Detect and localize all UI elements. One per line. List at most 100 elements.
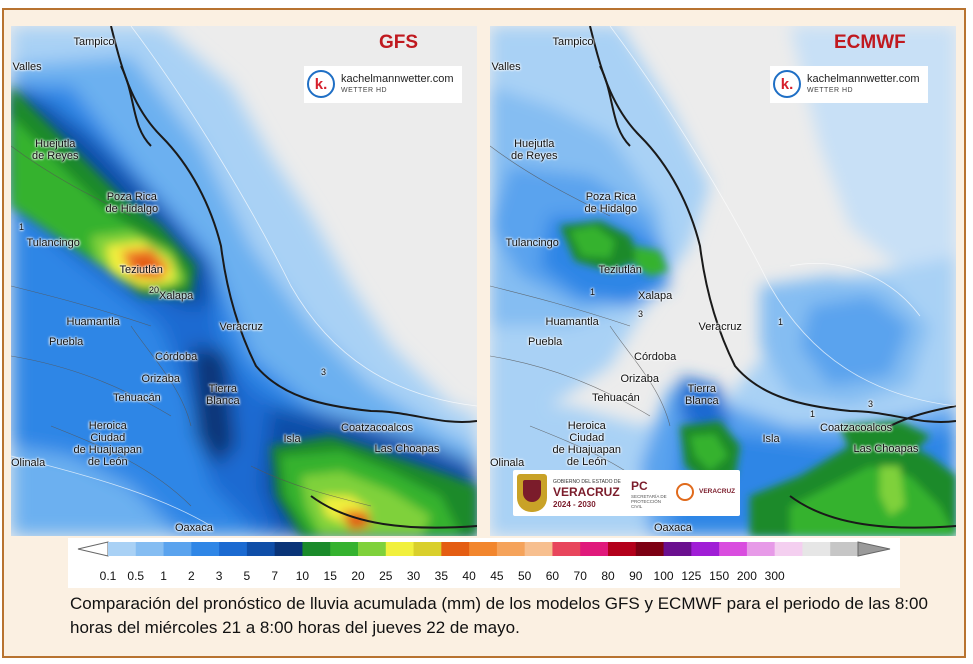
- city-label: Tehuacán: [113, 392, 161, 404]
- legend-tick-label: 80: [601, 569, 615, 583]
- pc-state: VERACRUZ: [699, 488, 736, 495]
- gfs-map-graphic: [11, 26, 477, 536]
- legend-swatch: [469, 542, 498, 556]
- city-label: Tampico: [73, 36, 115, 48]
- legend-swatch: [358, 542, 387, 556]
- legend-tick-label: 10: [295, 569, 310, 583]
- legend-tick-label: 7: [271, 569, 278, 583]
- city-label: Puebla: [49, 336, 84, 348]
- legend-colorbar: [77, 541, 891, 557]
- city-label: Huejutla de Reyes: [511, 138, 558, 162]
- contour-label: 3: [868, 399, 874, 409]
- city-label: Puebla: [528, 336, 563, 348]
- pc-sub: SECRETARÍA DE PROTECCIÓN CIVIL: [631, 494, 667, 509]
- ecmwf-map: ECMWF k. kachelmannwetter.com WETTER HD …: [490, 26, 956, 536]
- city-label: Huejutla de Reyes: [32, 138, 79, 162]
- city-label: Tulancingo: [505, 237, 559, 249]
- city-label: Heroica Ciudad de Huajuapan de León: [73, 420, 143, 468]
- legend-tick-label: 60: [545, 569, 560, 583]
- legend-tick-label: 35: [434, 569, 449, 583]
- city-label: Córdoba: [634, 351, 677, 363]
- legend-swatch: [524, 542, 553, 556]
- legend-swatch: [580, 542, 609, 556]
- contour-label: 20: [149, 285, 160, 295]
- legend-tick-label: 200: [736, 569, 757, 583]
- legend-tick-label: 1: [160, 569, 167, 583]
- legend-swatch: [691, 542, 720, 556]
- city-label: Isla: [283, 433, 301, 445]
- brand-name: kachelmannwetter.com: [341, 73, 454, 85]
- legend-swatch: [663, 542, 692, 556]
- legend-swatch: [385, 542, 415, 556]
- city-label: Heroica Ciudad de Huajuapan de León: [552, 420, 622, 468]
- legend-swatch: [496, 542, 526, 556]
- ecmwf-brand-badge: k. kachelmannwetter.com WETTER HD: [770, 66, 928, 103]
- legend-tick-label: 125: [681, 569, 702, 583]
- city-label: Veracruz: [698, 321, 742, 333]
- city-label: Las Choapas: [374, 443, 440, 455]
- brand-sub: WETTER HD: [807, 87, 854, 94]
- legend-tick-label: 50: [517, 569, 532, 583]
- brand-sub: WETTER HD: [341, 87, 388, 94]
- kachelmann-logo-icon: k.: [773, 70, 801, 98]
- legend-swatch: [774, 542, 803, 556]
- city-label: Tulancingo: [26, 237, 80, 249]
- legend-tick-label: 0.5: [127, 569, 145, 583]
- legend-tick-label: 25: [379, 569, 393, 583]
- legend-tick-label: 70: [573, 569, 587, 583]
- city-label: Xalapa: [159, 290, 194, 302]
- city-label: Huamantla: [66, 316, 120, 328]
- brand-name: kachelmannwetter.com: [807, 73, 920, 85]
- city-label: Coatzacoalcos: [820, 422, 893, 434]
- city-label: Tierra Blanca: [206, 383, 240, 407]
- legend-swatch: [108, 542, 137, 556]
- legend-tick-label: 5: [243, 569, 251, 583]
- legend-swatch: [330, 542, 359, 556]
- legend-swatch: [552, 542, 581, 556]
- legend-tick-label: 300: [764, 569, 785, 583]
- contour-label: 3: [321, 367, 327, 377]
- kachelmann-logo-icon: k.: [307, 70, 335, 98]
- city-label: Orizaba: [620, 373, 660, 385]
- city-label: Olinala: [11, 457, 46, 469]
- legend-tick-label: 100: [653, 569, 674, 583]
- legend-right-arrow: [857, 541, 891, 557]
- legend-tick-label: 20: [351, 569, 365, 583]
- precipitation-legend: 0.1 0.5 1 2 3 5 7 10 15 20 25 30 35 40 45 50 60 70 80 90 100…: [68, 538, 900, 588]
- city-label: Oaxaca: [654, 522, 692, 534]
- legend-tick-label: 2: [187, 569, 195, 583]
- contour-label: 1: [778, 317, 784, 327]
- city-label: Teziutlán: [119, 264, 163, 276]
- city-label: Coatzacoalcos: [341, 422, 414, 434]
- legend-tick-label: 15: [323, 569, 337, 583]
- city-label: Veracruz: [219, 321, 263, 333]
- gov-years: 2024 - 2030: [553, 500, 596, 509]
- city-label: Oaxaca: [175, 522, 213, 534]
- legend-swatch: [802, 542, 831, 556]
- city-label: Poza Rica de Hidalgo: [584, 191, 638, 215]
- legend-left-arrow: [77, 541, 109, 557]
- city-label: Córdoba: [155, 351, 198, 363]
- gfs-model-label: GFS: [379, 32, 419, 53]
- city-label: Valles: [491, 61, 521, 73]
- city-label: Las Choapas: [853, 443, 919, 455]
- contour-label: 1: [810, 409, 816, 419]
- city-label: Orizaba: [141, 373, 181, 385]
- gov-state: VERACRUZ: [553, 485, 620, 499]
- contour-label: 3: [638, 309, 644, 319]
- government-logo: GOBIERNO DEL ESTADO DE VERACRUZ 2024 - 2…: [513, 470, 740, 516]
- legend-swatch: [246, 542, 276, 556]
- legend-swatch: [746, 542, 776, 556]
- legend-swatch: [830, 542, 859, 556]
- gfs-brand-badge: k. kachelmannwetter.com WETTER HD: [304, 66, 462, 103]
- legend-tick-label: 150: [709, 569, 730, 583]
- legend-swatch: [274, 542, 303, 556]
- legend-swatch: [441, 542, 470, 556]
- city-label: Huamantla: [545, 316, 599, 328]
- city-label: Poza Rica de Hidalgo: [105, 191, 159, 215]
- city-label: Isla: [762, 433, 780, 445]
- legend-tick-label: 0.1: [99, 569, 117, 583]
- city-label: Teziutlán: [598, 264, 642, 276]
- pc-label: PC: [631, 479, 648, 493]
- city-label: Tierra Blanca: [685, 383, 719, 407]
